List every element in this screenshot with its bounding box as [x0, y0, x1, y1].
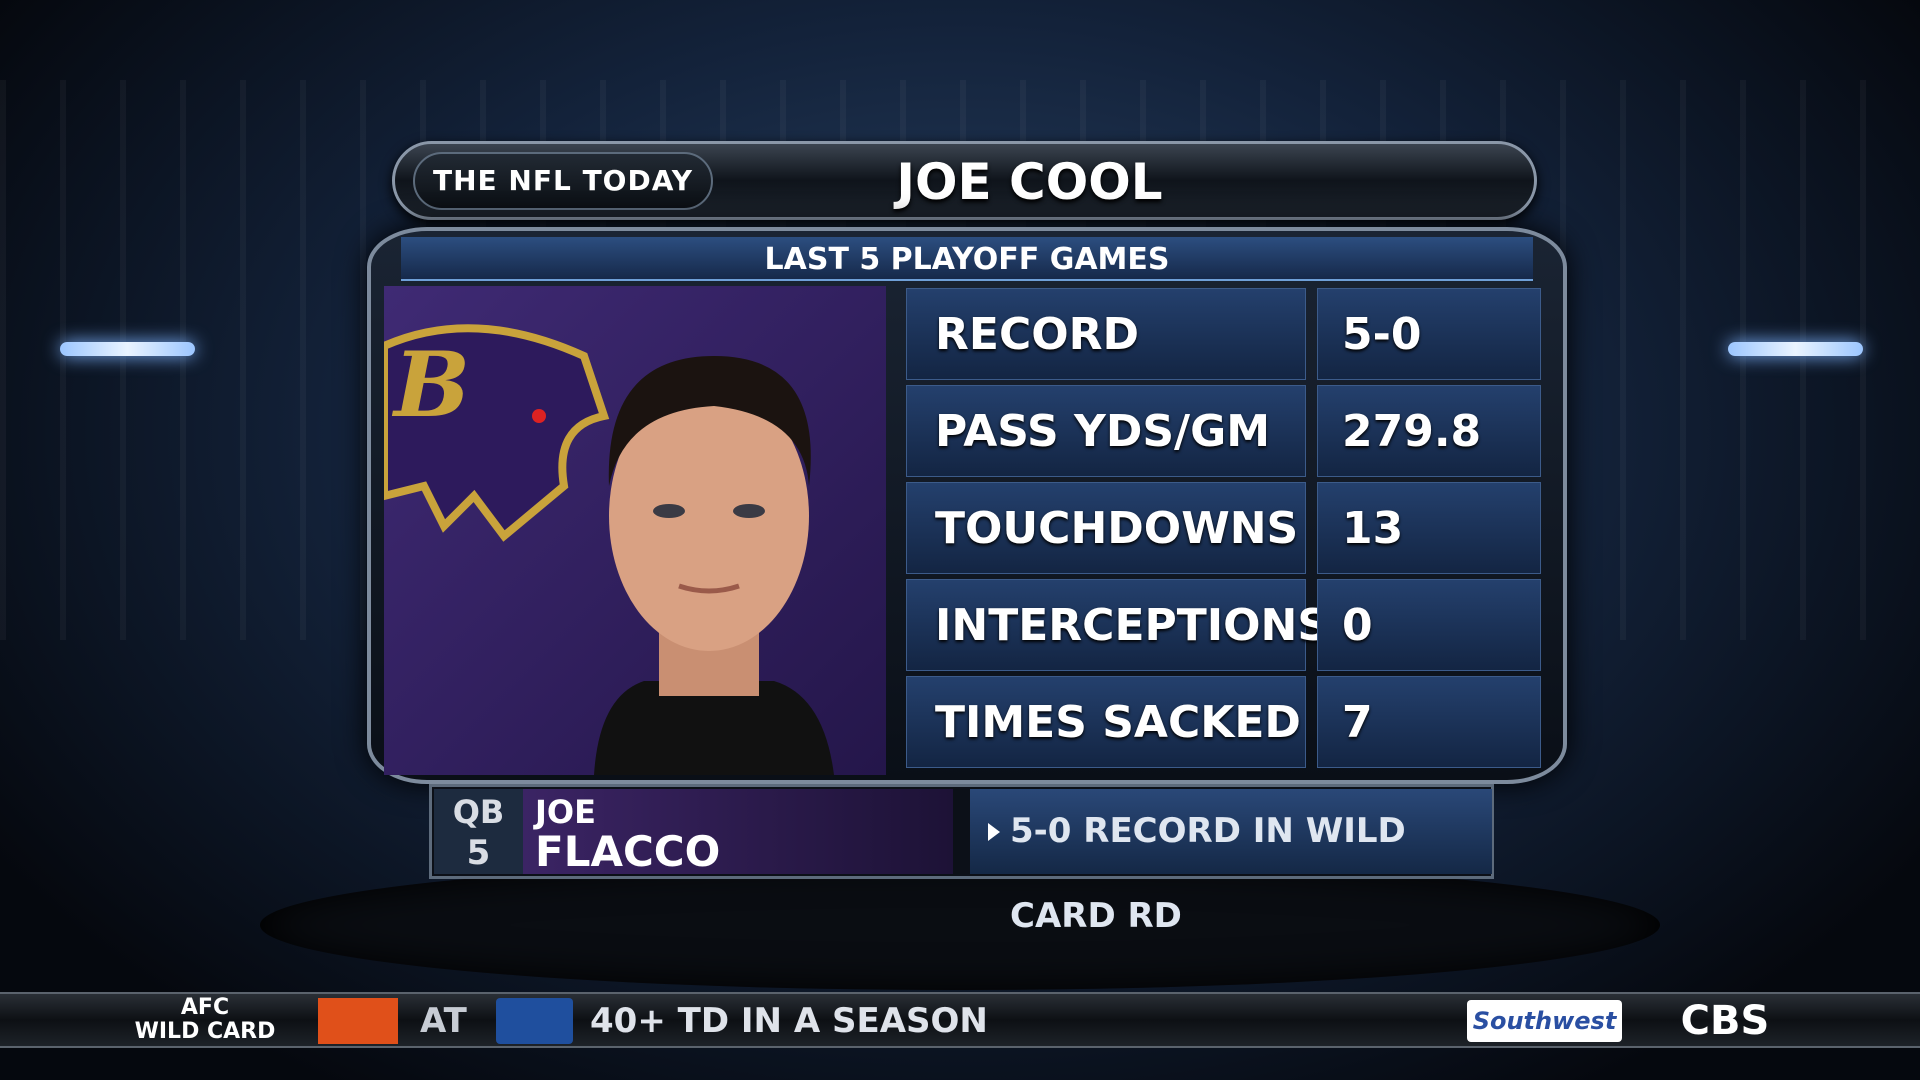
graphic-title: JOE COOL — [896, 153, 1163, 211]
last-name: FLACCO — [535, 827, 721, 876]
stat-row: PASS YDS/GM 279.8 — [906, 385, 1541, 477]
at-label: AT — [420, 1001, 467, 1041]
stat-label: RECORD — [906, 288, 1306, 380]
studio-floor — [260, 860, 1660, 990]
ticker-headline: 40+ TD IN A SEASON — [590, 1001, 988, 1041]
sponsor: Southwest — [1467, 1000, 1622, 1042]
mouth — [678, 583, 740, 594]
away-team-logo — [318, 998, 398, 1044]
eye — [733, 504, 765, 518]
stat-label: TIMES SACKED — [906, 676, 1306, 768]
stat-row: RECORD 5-0 — [906, 288, 1541, 380]
player-photo: B — [384, 286, 886, 775]
stat-row: TIMES SACKED 7 — [906, 676, 1541, 768]
eye — [653, 504, 685, 518]
network: CBS — [1680, 998, 1770, 1044]
hair — [608, 356, 811, 486]
photo-art: B — [384, 324, 834, 775]
jersey-number: 5 — [466, 833, 491, 873]
stat-value: 5-0 — [1317, 288, 1541, 380]
stadium-light — [1728, 342, 1863, 356]
jersey — [594, 681, 834, 775]
position: QB — [452, 793, 505, 831]
logo-eye — [532, 409, 546, 423]
note-arrow — [988, 823, 1000, 841]
stat-label: INTERCEPTIONS — [906, 579, 1329, 671]
home-team-logo — [496, 998, 573, 1044]
game-label: AFC WILD CARD — [130, 996, 280, 1044]
stat-value: 0 — [1317, 579, 1541, 671]
game-line-1: AFC — [180, 995, 230, 1020]
note-box: 5-0 RECORD IN WILD CARD RD — [970, 789, 1492, 936]
team-logo — [384, 324, 610, 542]
stat-row: TOUCHDOWNS 13 — [906, 482, 1541, 574]
logo-letter: B — [391, 332, 470, 438]
stat-label: PASS YDS/GM — [906, 385, 1306, 477]
position-box: QB 5 — [434, 789, 523, 874]
name-box: JOE FLACCO — [523, 789, 953, 876]
stat-value: 7 — [1317, 676, 1541, 768]
stat-value: 13 — [1317, 482, 1541, 574]
stadium-light — [60, 342, 195, 356]
show-logo: THE NFL TODAY — [413, 152, 713, 210]
note: 5-0 RECORD IN WILD CARD RD — [1010, 811, 1406, 936]
stat-label: TOUCHDOWNS — [906, 482, 1306, 574]
first-name: JOE — [535, 793, 596, 831]
nameplate: QB 5 JOE FLACCO 5-0 RECORD IN WILD CARD … — [429, 784, 1494, 936]
panel-subtitle: LAST 5 PLAYOFF GAMES — [401, 237, 1533, 281]
stat-row: INTERCEPTIONS 0 — [906, 579, 1541, 671]
stat-value: 279.8 — [1317, 385, 1541, 477]
header-bar: THE NFL TODAY JOE COOL — [392, 141, 1537, 220]
ticker: AFC WILD CARD AT 40+ TD IN A SEASON Sout… — [0, 992, 1920, 1048]
show-name: THE NFL TODAY — [433, 164, 693, 197]
game-line-2: WILD CARD — [134, 1019, 276, 1044]
stats-panel: LAST 5 PLAYOFF GAMES B RECORD 5-0 PASS YDS… — [367, 227, 1567, 784]
face — [609, 381, 809, 651]
